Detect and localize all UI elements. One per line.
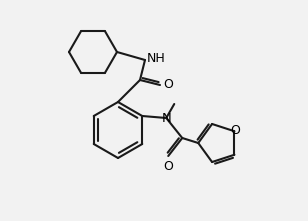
Text: O: O xyxy=(163,160,173,173)
Text: O: O xyxy=(230,124,240,137)
Text: NH: NH xyxy=(147,53,166,65)
Text: O: O xyxy=(163,78,173,91)
Text: N: N xyxy=(161,112,171,124)
